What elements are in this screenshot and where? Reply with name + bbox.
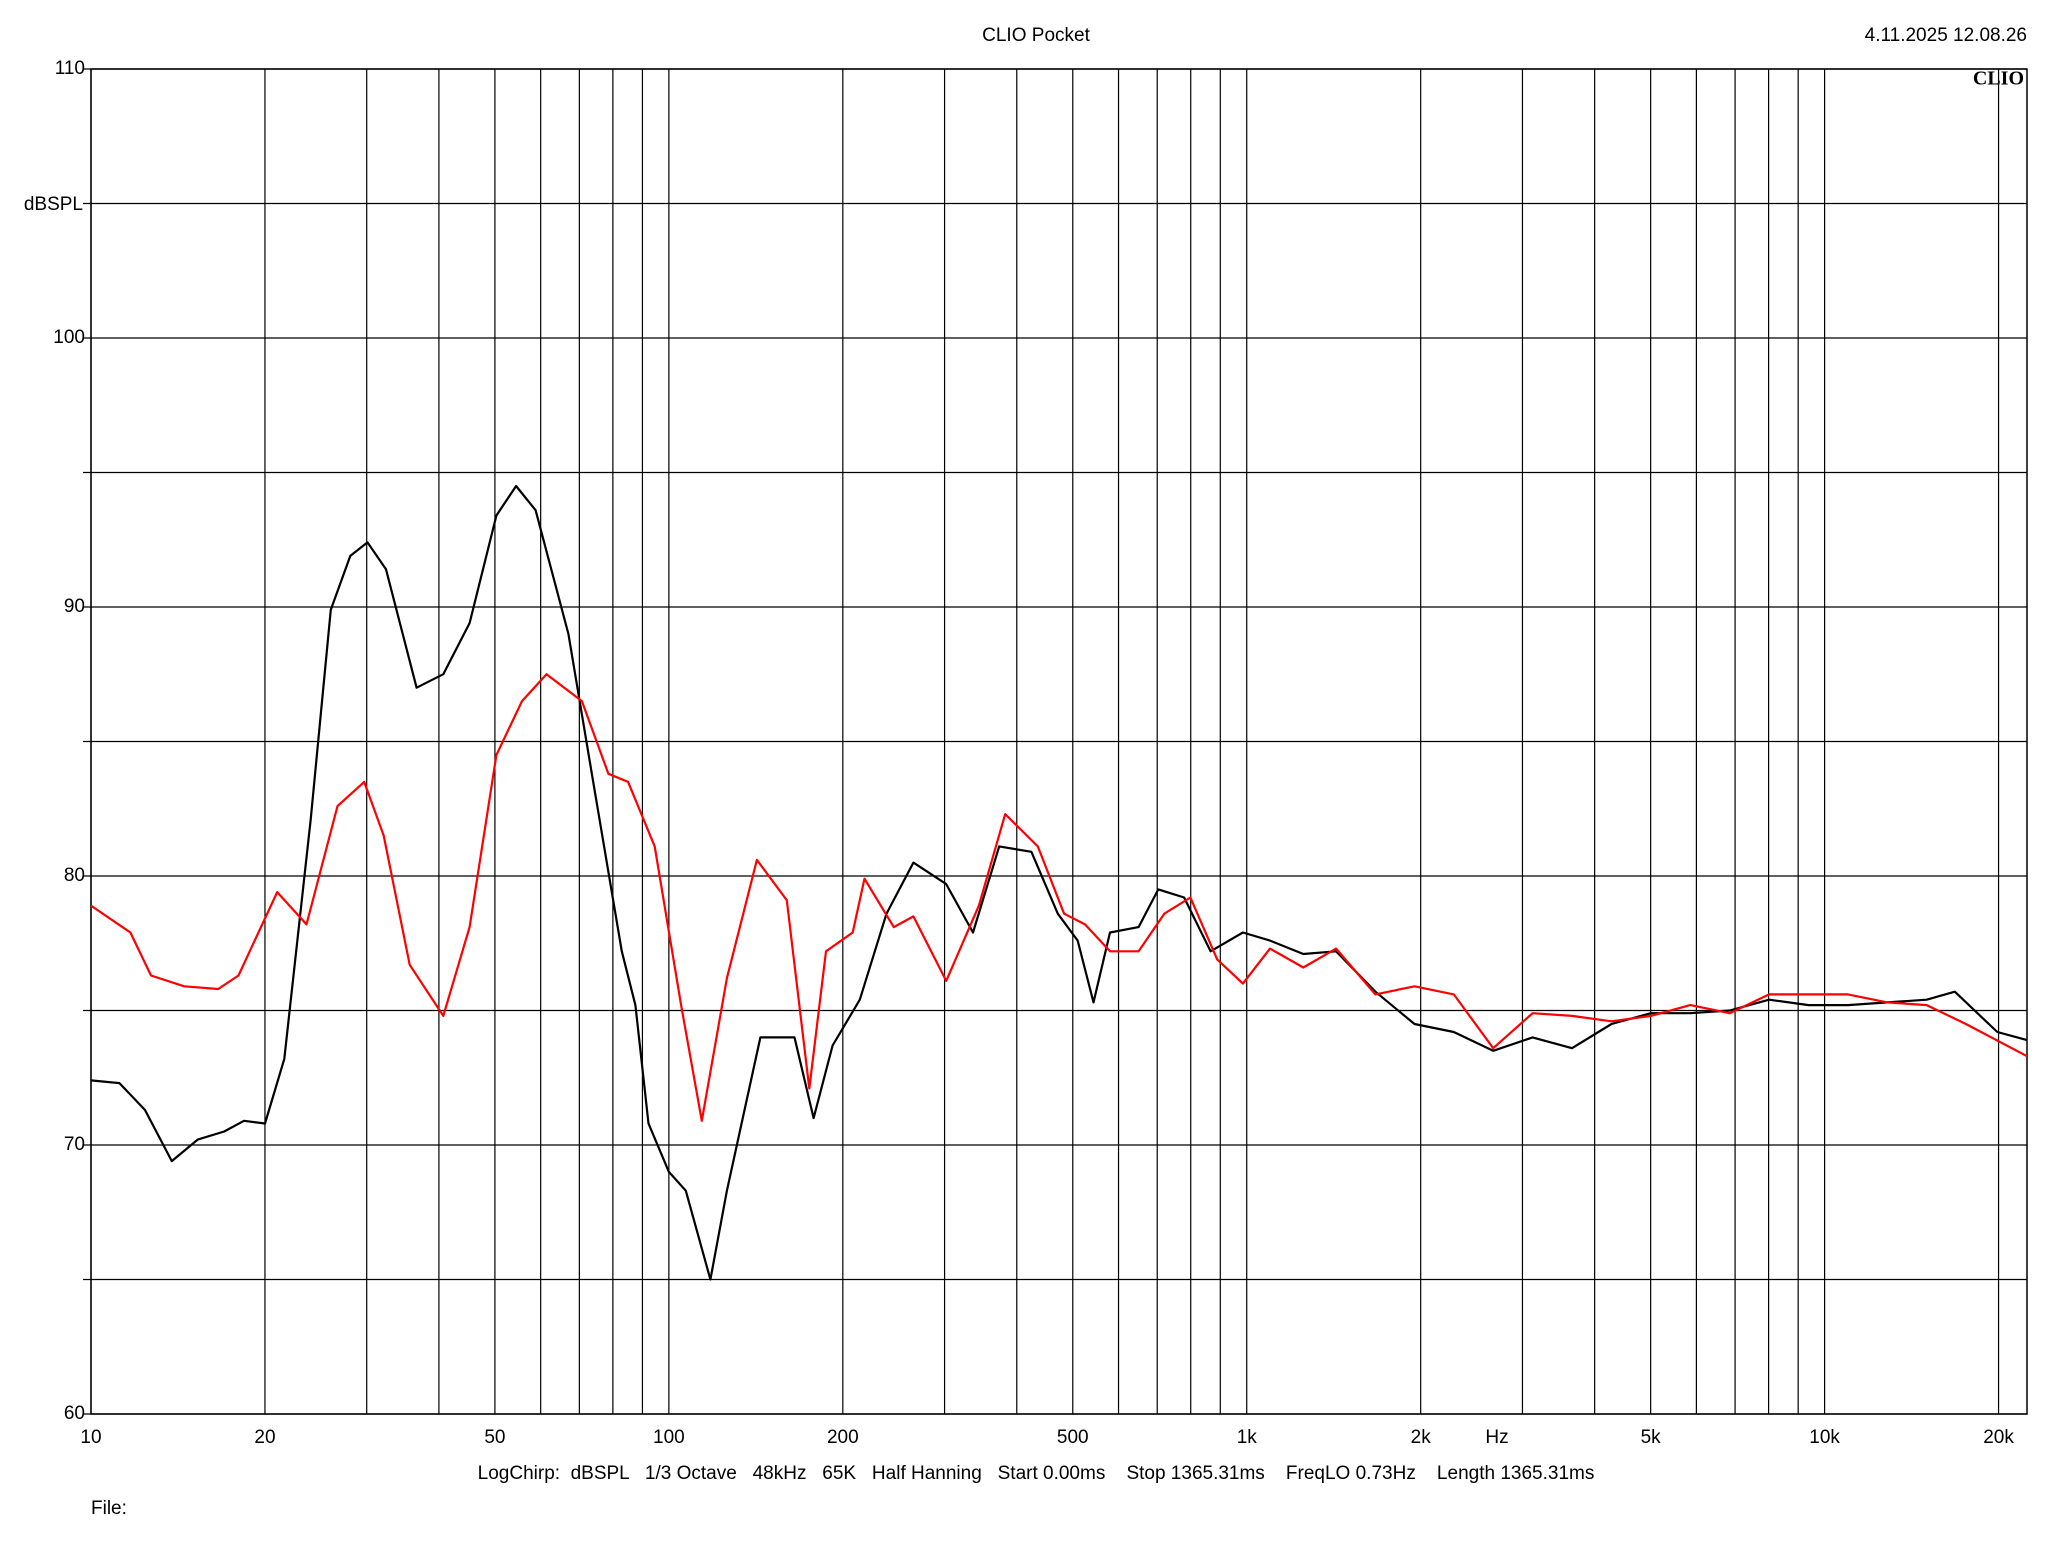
x-tick-label: 5k: [1641, 1427, 1662, 1448]
y-tick-label: 80: [64, 865, 85, 886]
x-tick-label: 1k: [1237, 1427, 1258, 1448]
x-tick-label: 50: [484, 1427, 505, 1448]
timestamp: 4.11.2025 12.08.26: [1865, 25, 2027, 46]
footer: LogChirp: dBSPL 1/3 Octave 48kHz 65K Hal…: [478, 1463, 1595, 1484]
y-tick-label: 60: [64, 1403, 85, 1424]
x-tick-label: 100: [653, 1427, 685, 1448]
x-tick-label: 10: [80, 1427, 101, 1448]
series-line: [90, 484, 2028, 1281]
series-line: [90, 673, 2028, 1122]
y-tick-label: 100: [53, 327, 85, 348]
x-tick-label: 20: [254, 1427, 275, 1448]
y-tick-label: 70: [64, 1134, 85, 1155]
x-tick-label: 2k: [1411, 1427, 1432, 1448]
x-axis-label: Hz: [1485, 1427, 1508, 1448]
file-label: File:: [91, 1498, 127, 1519]
y-tick-label: 110: [55, 58, 85, 79]
x-tick-label: 20k: [1983, 1427, 2014, 1448]
plot-frame: [90, 68, 2028, 1415]
x-tick-label: 10k: [1809, 1427, 1840, 1448]
chart-title: CLIO Pocket: [982, 25, 1090, 46]
y-axis-label: dBSPL: [24, 194, 83, 215]
y-tick-label: 90: [64, 596, 85, 617]
x-tick-label: 200: [827, 1427, 859, 1448]
x-tick-label: 500: [1057, 1427, 1089, 1448]
